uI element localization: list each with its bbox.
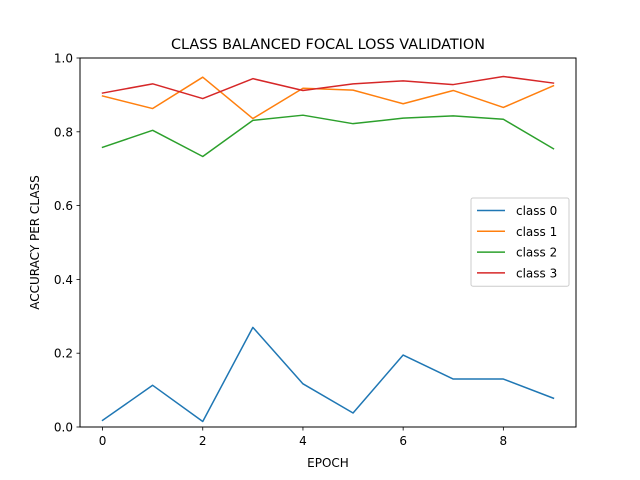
series-line-class-3	[101, 75, 555, 100]
x-axis-ticks: 0 2 4 6 8	[99, 427, 507, 448]
x-tick-label: 8	[500, 434, 508, 448]
legend-label: class 2	[516, 246, 557, 260]
y-tick-label: 0.4	[54, 273, 73, 287]
x-tick-label: 0	[99, 434, 107, 448]
plot-frame	[79, 57, 577, 428]
chart-title: CLASS BALANCED FOCAL LOSS VALIDATION	[171, 37, 485, 53]
series-line-class-1	[101, 76, 555, 120]
y-axis-ticks: 0.0 0.2 0.4 0.6 0.8 1.0	[54, 52, 80, 435]
series-line-class-0	[101, 326, 555, 423]
series-line-class-2	[101, 114, 555, 158]
y-tick-label: 0.8	[54, 125, 73, 139]
legend-label: class 1	[516, 225, 557, 239]
legend-label: class 3	[516, 266, 557, 280]
x-tick-label: 2	[199, 434, 207, 448]
y-tick-label: 0.6	[54, 199, 73, 213]
x-tick-label: 4	[299, 434, 307, 448]
y-axis-label: ACCURACY PER CLASS	[28, 175, 42, 309]
x-axis-label: EPOCH	[307, 456, 349, 470]
x-tick-label: 6	[399, 434, 407, 448]
y-tick-label: 0.0	[54, 421, 73, 435]
y-tick-label: 0.2	[54, 347, 73, 361]
y-tick-label: 1.0	[54, 52, 73, 66]
legend: class 0 class 1 class 2 class 3	[470, 197, 570, 287]
legend-label: class 0	[516, 204, 557, 218]
series-layer	[101, 75, 555, 423]
legend-box	[470, 197, 570, 287]
